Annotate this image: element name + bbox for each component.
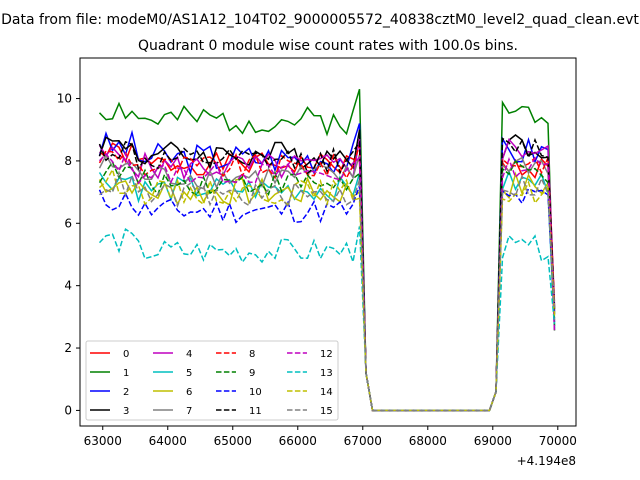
legend-label-12: 12 xyxy=(320,349,333,360)
legend-label-2: 2 xyxy=(123,387,129,398)
legend-label-6: 6 xyxy=(186,387,192,398)
y-axis: 0 2 4 6 8 10 xyxy=(57,92,80,417)
x-tick-label: 68000 xyxy=(409,434,447,448)
y-tick-label: 8 xyxy=(64,154,72,168)
legend-label-8: 8 xyxy=(249,349,255,360)
legend-label-5: 5 xyxy=(186,368,192,379)
legend-label-11: 11 xyxy=(249,406,262,417)
legend-label-1: 1 xyxy=(123,368,129,379)
legend-label-13: 13 xyxy=(320,368,333,379)
x-tick-label: 69000 xyxy=(474,434,512,448)
x-offset-label: +4.194e8 xyxy=(517,454,576,468)
x-tick-label: 70000 xyxy=(539,434,577,448)
axes-frame xyxy=(79,57,577,427)
y-tick-label: 0 xyxy=(64,403,72,417)
y-tick-label: 10 xyxy=(57,92,72,106)
y-tick-label: 2 xyxy=(64,341,72,355)
legend-label-7: 7 xyxy=(186,406,192,417)
series-layer xyxy=(98,88,556,412)
legend-label-14: 14 xyxy=(320,387,333,398)
legend-label-4: 4 xyxy=(186,349,192,360)
legend-label-9: 9 xyxy=(249,368,255,379)
figure-suptitle: Data from file: modeM0/AS1A12_104T02_900… xyxy=(1,12,639,28)
y-tick-label: 6 xyxy=(64,216,72,230)
legend-label-15: 15 xyxy=(320,406,333,417)
legend-label-0: 0 xyxy=(123,349,129,360)
x-tick-label: 64000 xyxy=(149,434,187,448)
legend-label-3: 3 xyxy=(123,406,129,417)
legend-label-10: 10 xyxy=(249,387,262,398)
x-tick-label: 65000 xyxy=(214,434,252,448)
x-axis: 63000 64000 65000 66000 67000 68000 69000 70000 xyxy=(84,426,577,448)
legend-box xyxy=(85,340,339,421)
x-tick-label: 63000 xyxy=(84,434,122,448)
y-tick-label: 4 xyxy=(64,279,72,293)
x-tick-label: 67000 xyxy=(344,434,382,448)
chart-title: Quadrant 0 module wise count rates with … xyxy=(138,38,518,54)
series-line-15 xyxy=(99,170,556,412)
x-tick-label: 66000 xyxy=(279,434,317,448)
